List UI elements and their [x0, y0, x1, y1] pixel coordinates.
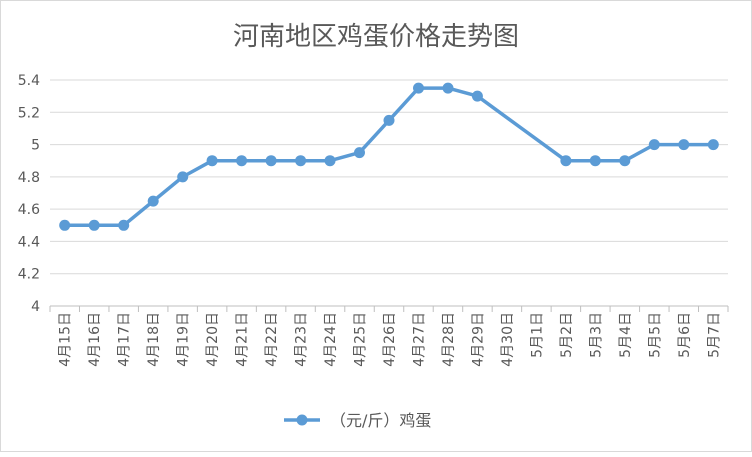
data-point: [678, 139, 690, 151]
x-tick-label: 5月2日: [559, 312, 575, 358]
y-axis: 4 4.2 4.4 4.6 4.8 5 5.2 5.4: [18, 73, 40, 315]
data-point: [354, 147, 365, 159]
x-axis: 4月15日 4月16日 4月17日 4月18日 4月19日 4月20日 4月21日 4月22日…: [49, 305, 729, 367]
data-point: [265, 155, 277, 167]
data-point: [147, 195, 159, 207]
y-tick-label: 4.8: [18, 170, 40, 186]
data-point: [442, 82, 454, 94]
data-point: [236, 155, 248, 167]
x-tick-label: 4月24日: [323, 312, 339, 367]
x-tick-label: 4月26日: [382, 312, 398, 367]
y-tick-label: 5.4: [18, 73, 40, 89]
data-point: [324, 155, 336, 167]
data-point: [177, 171, 189, 183]
data-point: [471, 90, 483, 102]
x-tick-label: 4月15日: [58, 312, 74, 367]
x-tick-label: 4月30日: [500, 312, 516, 367]
data-point: [648, 139, 660, 151]
series-layer: [59, 82, 719, 231]
x-tick-label: 5月3日: [588, 312, 604, 358]
y-tick-label: 4.2: [18, 267, 40, 283]
data-point: [118, 219, 130, 231]
legend: （元/斤）鸡蛋: [284, 411, 431, 430]
x-tick-label: 4月28日: [441, 312, 457, 367]
legend-label: （元/斤）鸡蛋: [330, 411, 431, 430]
x-tick-label: 4月17日: [117, 312, 133, 367]
x-tick-label: 4月21日: [235, 312, 251, 367]
grid-lines: [50, 79, 728, 275]
x-tick-label: 5月7日: [706, 312, 722, 358]
data-point: [59, 219, 71, 231]
data-point: [206, 155, 218, 167]
x-tick-label: 5月5日: [647, 312, 663, 358]
x-tick-label: 4月20日: [205, 312, 221, 367]
x-tick-label: 5月4日: [618, 312, 634, 358]
y-tick-label: 4: [31, 299, 40, 315]
x-tick-label: 4月22日: [264, 312, 280, 367]
data-point: [295, 155, 307, 167]
y-tick-label: 5: [31, 138, 40, 154]
x-tick-label: 5月1日: [529, 312, 545, 358]
x-tick-label: 5月6日: [677, 312, 693, 358]
data-point: [589, 155, 601, 167]
data-point: [413, 82, 424, 94]
chart-title: 河南地区鸡蛋价格走势图: [233, 22, 519, 52]
x-tick-label: 4月29日: [470, 312, 486, 367]
x-tick-label: 4月23日: [294, 312, 310, 367]
data-point: [88, 219, 100, 231]
data-point: [383, 114, 395, 126]
x-tick-label: 4月16日: [87, 312, 103, 367]
data-point: [707, 139, 719, 151]
x-tick-label: 4月25日: [353, 312, 369, 367]
y-tick-label: 5.2: [18, 105, 40, 121]
data-point: [619, 155, 631, 167]
x-tick-label: 4月19日: [176, 312, 192, 367]
data-point: [560, 155, 572, 167]
y-tick-label: 4.4: [18, 234, 40, 250]
legend-marker: [296, 414, 308, 426]
x-tick-label: 4月18日: [146, 312, 162, 367]
y-tick-label: 4.6: [18, 202, 40, 218]
x-tick-label: 4月27日: [411, 312, 427, 367]
